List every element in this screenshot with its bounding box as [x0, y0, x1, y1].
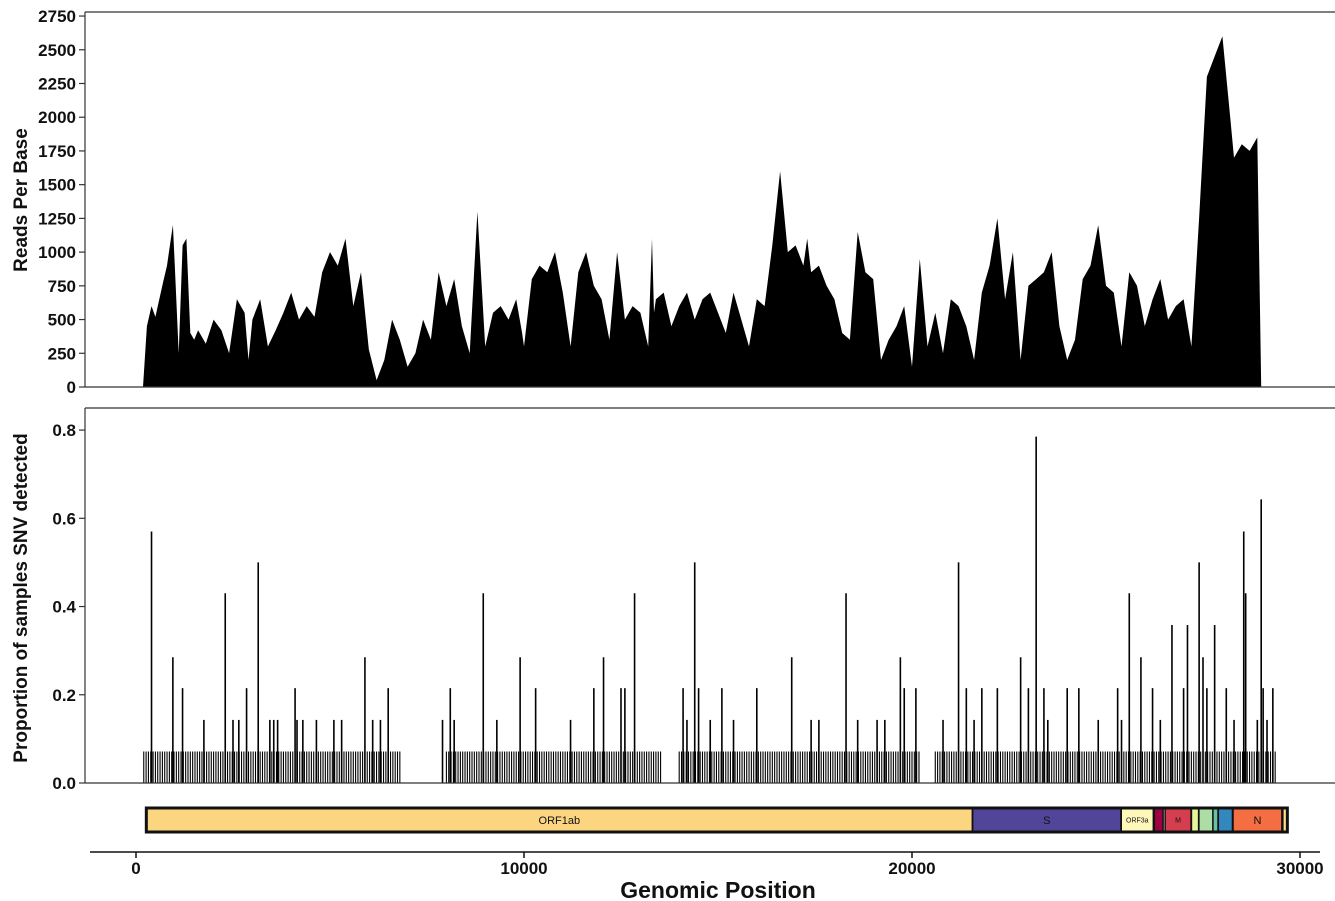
- coverage-y-tick-label: 2500: [38, 41, 76, 60]
- snv-panel: 0.0 0.2 0.4 0.6 0.8 Proportion of samples SN…: [11, 407, 1335, 793]
- gene-label: N: [1253, 815, 1261, 827]
- snv-y-ticks: 0.0 0.2 0.4 0.6 0.8: [52, 421, 85, 793]
- snv-bars: [143, 436, 1276, 783]
- coverage-y-tick-label: 1500: [38, 176, 76, 195]
- gene-block: [145, 807, 974, 833]
- gene-block: [1217, 807, 1234, 833]
- gene-label: ORF3a: [1126, 818, 1149, 825]
- gene-label: M: [1175, 818, 1181, 825]
- coverage-y-tick-label: 1000: [38, 243, 76, 262]
- gene-block: [1198, 807, 1214, 833]
- gene-block: [1120, 807, 1155, 833]
- x-tick-label: 20000: [888, 859, 935, 878]
- gene-track: ORF1ab S ORF3a M N: [144, 806, 1289, 834]
- coverage-y-tick-label: 250: [48, 344, 76, 363]
- gene-block: [1153, 807, 1164, 833]
- snv-y-title: Proportion of samples SNV detected: [11, 433, 32, 762]
- coverage-y-tick-label: 2000: [38, 108, 76, 127]
- coverage-y-tick-label: 0: [67, 378, 76, 397]
- coverage-y-tick-label: 500: [48, 311, 76, 330]
- coverage-y-tick-label: 2750: [38, 7, 76, 26]
- gene-block: [1190, 807, 1200, 833]
- coverage-y-tick-label: 750: [48, 277, 76, 296]
- snv-y-tick-label: 0.4: [52, 598, 76, 617]
- coverage-area: [143, 36, 1262, 388]
- genomic-position-axis: 0 10000 20000 30000 Genomic Position: [90, 851, 1324, 901]
- x-tick-label: 0: [131, 859, 140, 878]
- x-ticks: 0 10000 20000 30000: [131, 852, 1324, 878]
- gene-label: ORF1ab: [539, 815, 581, 827]
- x-tick-label: 10000: [500, 859, 547, 878]
- snv-y-tick-label: 0.2: [52, 686, 76, 705]
- snv-y-tick-label: 0.6: [52, 509, 76, 528]
- coverage-y-tick-label: 1750: [38, 142, 76, 161]
- snv-y-tick-label: 0.8: [52, 421, 76, 440]
- coverage-y-title: Reads Per Base: [11, 128, 32, 272]
- gene-label: S: [1043, 815, 1050, 827]
- x-tick-label: 30000: [1276, 859, 1323, 878]
- x-axis-title: Genomic Position: [620, 877, 816, 901]
- gene-track-border: [144, 806, 1289, 834]
- gene-block: [1212, 807, 1219, 833]
- coverage-panel: 0 250 500 750 1000 1250 1500 1750 2000 2250 2500 27…: [11, 7, 1335, 397]
- coverage-y-tick-label: 1250: [38, 209, 76, 228]
- coverage-y-ticks: 0 250 500 750 1000 1250 1500 1750 2000 2250 2500 27…: [38, 7, 85, 397]
- coverage-y-tick-label: 2250: [38, 74, 76, 93]
- snv-y-tick-label: 0.0: [52, 774, 76, 793]
